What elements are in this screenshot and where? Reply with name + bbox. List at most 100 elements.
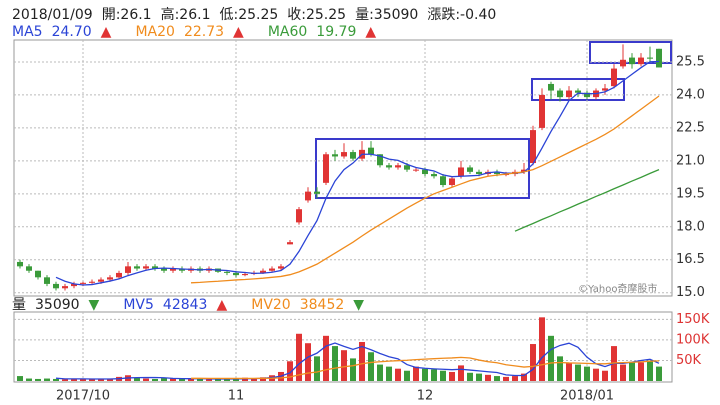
legend-value: 35090 xyxy=(35,297,80,313)
volume-bar xyxy=(431,369,437,381)
volume-bar xyxy=(476,373,482,381)
header-item: 開:26.1 xyxy=(101,7,152,23)
candle-body xyxy=(548,83,554,91)
volume-bar xyxy=(71,378,77,381)
candle-body xyxy=(116,272,122,278)
candle-body xyxy=(224,271,230,273)
y-tick-label: 22.5 xyxy=(676,120,705,135)
volume-frame xyxy=(13,311,673,383)
header-item: 高:26.1 xyxy=(160,7,211,23)
watermark: ©Yahoo奇摩股市 xyxy=(578,282,657,295)
volume-bar xyxy=(566,362,572,381)
volume-bar xyxy=(575,364,581,381)
volume-bar xyxy=(467,372,473,381)
volume-bar xyxy=(314,356,320,381)
candle-body xyxy=(584,92,590,98)
volume-bar xyxy=(215,378,221,381)
volume-bar xyxy=(188,378,194,381)
candle-body xyxy=(566,90,572,98)
header-item: 量:35090 xyxy=(355,7,419,23)
legend-value: 24.70 xyxy=(51,24,92,40)
legend-trend: ▲ xyxy=(100,24,112,40)
candle-body xyxy=(89,281,95,283)
candle-body xyxy=(341,152,347,157)
candle-body xyxy=(476,171,482,175)
volume-bar xyxy=(647,360,653,381)
legend-name: MV5 xyxy=(123,297,154,313)
volume-bar xyxy=(485,374,491,381)
volume-bar xyxy=(170,378,176,381)
candle-body xyxy=(35,270,41,278)
candle-body xyxy=(125,266,131,273)
mv-line xyxy=(191,356,660,380)
candle-body xyxy=(287,242,293,245)
candle-body xyxy=(44,277,50,284)
legend-name: MV20 xyxy=(251,297,291,313)
volume-bar xyxy=(26,378,32,381)
legend-name: MA20 xyxy=(135,24,175,40)
volume-bar xyxy=(368,352,374,381)
x-tick-label: 2017/10 xyxy=(56,389,110,404)
volume-bar xyxy=(359,341,365,381)
candle-body xyxy=(305,191,311,201)
candle-body xyxy=(638,57,644,65)
candle-body xyxy=(170,268,176,271)
candle-body xyxy=(377,154,383,166)
candle-body xyxy=(629,57,635,65)
volume-bar xyxy=(521,373,527,381)
volume-bar xyxy=(206,379,212,381)
ma-line xyxy=(55,60,660,286)
candle-body xyxy=(539,94,545,128)
legend-value: 42843 xyxy=(162,297,208,313)
volume-bar xyxy=(350,358,356,381)
volume-bar xyxy=(179,378,185,381)
y-tick-label: 50K xyxy=(676,353,702,368)
header-item: 漲跌:-0.40 xyxy=(427,7,497,23)
volume-bar xyxy=(494,376,500,381)
volume-bar xyxy=(656,366,662,381)
candle-body xyxy=(62,286,68,289)
volume-bar xyxy=(134,377,140,381)
volume-bar xyxy=(548,335,554,381)
volume-legend: 量 35090 ▼ MV5 42843 ▲ MV20 38452 ▼ xyxy=(12,294,388,314)
candle-body xyxy=(413,169,419,171)
volume-bar xyxy=(260,377,266,381)
volume-bar xyxy=(152,378,158,381)
legend-trend: ▼ xyxy=(353,297,365,313)
x-tick-label: 2018/01 xyxy=(560,389,614,404)
volume-bar xyxy=(341,350,347,381)
header-item: 收:25.25 xyxy=(287,7,347,23)
legend-value: 22.73 xyxy=(183,24,225,40)
candle-body xyxy=(521,169,527,172)
volume-bar xyxy=(449,371,455,381)
legend-value: 38452 xyxy=(299,297,345,313)
candle-body xyxy=(269,268,275,271)
candle-body xyxy=(134,266,140,269)
volume-bar xyxy=(620,364,626,381)
candle-body xyxy=(386,165,392,168)
candle-body xyxy=(71,283,77,287)
candle-body xyxy=(611,68,617,87)
volume-bar xyxy=(143,378,149,381)
price-header: 2018/01/09 開:26.1 高:26.1 低:25.25 收:25.25 量:35… xyxy=(12,4,505,24)
candle-body xyxy=(422,169,428,175)
volume-bar xyxy=(35,378,41,381)
volume-bar xyxy=(629,362,635,381)
candle-body xyxy=(395,165,401,168)
highlight-box xyxy=(531,78,625,101)
volume-bar xyxy=(80,378,86,381)
y-tick-label: 15.0 xyxy=(676,285,705,300)
volume-bar xyxy=(17,376,23,381)
y-tick-label: 25.5 xyxy=(676,54,705,69)
header-item: 低:25.25 xyxy=(219,7,279,23)
volume-bar xyxy=(233,378,239,381)
volume-bar xyxy=(224,379,230,381)
candle-body xyxy=(458,167,464,177)
volume-bar xyxy=(287,361,293,381)
volume-bar xyxy=(62,379,68,381)
volume-bar xyxy=(251,378,257,381)
x-tick-label: 11 xyxy=(228,389,245,404)
ma-legend: MA5 24.70 ▲ MA20 22.73 ▲ MA60 19.79 ▲ xyxy=(12,24,400,40)
candle-body xyxy=(17,261,23,267)
